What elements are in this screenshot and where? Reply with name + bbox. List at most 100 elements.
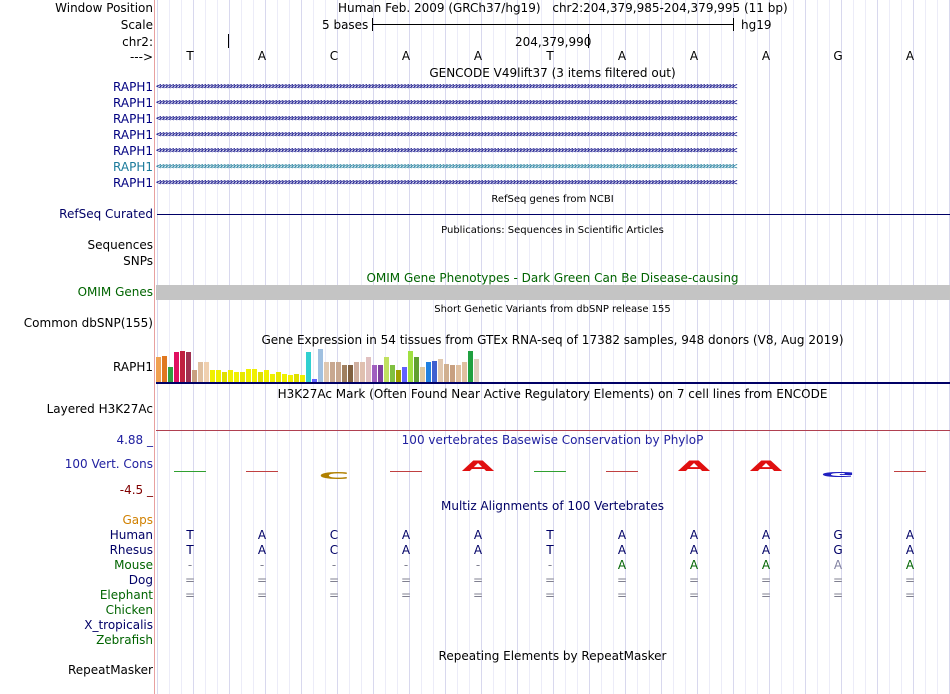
- multiz-species-label[interactable]: Mouse: [114, 558, 153, 572]
- multiz-species-label[interactable]: Chicken: [105, 603, 153, 617]
- gtex-tissue-bar[interactable]: [348, 365, 353, 382]
- refseq-label[interactable]: RefSeq Curated: [59, 207, 153, 221]
- omim-title[interactable]: OMIM Gene Phenotypes - Dark Green Can Be…: [366, 271, 739, 285]
- multiz-species-label[interactable]: Dog: [128, 573, 153, 587]
- gencode-transcript[interactable]: <<<<<<<<<<<<<<<<<<<<<<<<<<<<<<<<<<<<<<<<…: [156, 146, 738, 156]
- gtex-tissue-bar[interactable]: [252, 369, 257, 382]
- gencode-transcript[interactable]: <<<<<<<<<<<<<<<<<<<<<<<<<<<<<<<<<<<<<<<<…: [156, 82, 738, 92]
- gtex-tissue-bar[interactable]: [402, 367, 407, 382]
- repeatmasker-title[interactable]: Repeating Elements by RepeatMasker: [438, 649, 667, 663]
- cons-mark[interactable]: [894, 471, 926, 472]
- gtex-tissue-bar[interactable]: [312, 379, 317, 382]
- gtex-tissue-bar[interactable]: [426, 362, 431, 382]
- gtex-tissue-bar[interactable]: [384, 357, 389, 382]
- gtex-tissue-bar[interactable]: [210, 370, 215, 382]
- cons-title[interactable]: 100 vertebrates Basewise Conservation by…: [401, 433, 704, 447]
- gtex-tissue-bar[interactable]: [474, 359, 479, 382]
- sequences-label[interactable]: Sequences: [87, 238, 153, 252]
- cons-label[interactable]: 100 Vert. Cons: [64, 457, 153, 471]
- gtex-tissue-bar[interactable]: [444, 364, 449, 382]
- refseq-gene-line[interactable]: [157, 214, 950, 215]
- gtex-tissue-bar[interactable]: [366, 357, 371, 382]
- gtex-tissue-bar[interactable]: [360, 362, 365, 382]
- gencode-title[interactable]: GENCODE V49lift37 (3 items filtered out): [429, 66, 676, 80]
- h3k27ac-label[interactable]: Layered H3K27Ac: [46, 402, 153, 416]
- gtex-tissue-bar[interactable]: [156, 357, 161, 382]
- cons-mark[interactable]: [174, 471, 206, 472]
- gtex-tissue-bar[interactable]: [270, 374, 275, 382]
- gtex-tissue-bar[interactable]: [204, 362, 209, 382]
- multiz-species-label[interactable]: X_tropicalis: [84, 618, 153, 632]
- gtex-tissue-bar[interactable]: [162, 356, 167, 382]
- gtex-tissue-bar[interactable]: [288, 375, 293, 382]
- multiz-species-label[interactable]: Human: [109, 528, 153, 542]
- gtex-tissue-bar[interactable]: [462, 362, 467, 382]
- gtex-title[interactable]: Gene Expression in 54 tissues from GTEx …: [261, 333, 844, 347]
- position-text[interactable]: chr2:204,379,985-204,379,995 (11 bp): [552, 1, 788, 15]
- cons-logo-letter[interactable]: A: [750, 458, 783, 474]
- gtex-tissue-bar[interactable]: [198, 362, 203, 382]
- omim-gene-bar[interactable]: [156, 285, 950, 300]
- cons-mark[interactable]: [606, 471, 638, 472]
- cons-plot[interactable]: CA A A G: [155, 440, 950, 496]
- gtex-bars[interactable]: [156, 348, 950, 382]
- gtex-tissue-bar[interactable]: [372, 365, 377, 382]
- gencode-item-label[interactable]: RAPH1: [113, 96, 153, 110]
- cons-logo-letter[interactable]: C: [319, 469, 350, 480]
- gaps-label[interactable]: Gaps: [122, 513, 153, 527]
- dbsnp-label[interactable]: Common dbSNP(155): [23, 316, 153, 330]
- gencode-item-label[interactable]: RAPH1: [113, 128, 153, 142]
- cons-mark[interactable]: [534, 471, 566, 472]
- multiz-species-label[interactable]: Elephant: [99, 588, 153, 602]
- gtex-tissue-bar[interactable]: [378, 365, 383, 382]
- gtex-tissue-bar[interactable]: [282, 374, 287, 382]
- gencode-transcript[interactable]: <<<<<<<<<<<<<<<<<<<<<<<<<<<<<<<<<<<<<<<<…: [156, 178, 738, 188]
- gtex-tissue-bar[interactable]: [192, 370, 197, 382]
- gtex-tissue-bar[interactable]: [234, 372, 239, 382]
- gtex-tissue-bar[interactable]: [342, 365, 347, 382]
- snps-label[interactable]: SNPs: [123, 254, 153, 268]
- cons-logo-letter[interactable]: A: [462, 458, 495, 474]
- gtex-tissue-bar[interactable]: [432, 361, 437, 382]
- publications-title[interactable]: Publications: Sequences in Scientific Ar…: [441, 225, 664, 236]
- gencode-item-label[interactable]: RAPH1: [113, 160, 153, 174]
- gencode-item-label[interactable]: RAPH1: [113, 80, 153, 94]
- gencode-transcript[interactable]: <<<<<<<<<<<<<<<<<<<<<<<<<<<<<<<<<<<<<<<<…: [156, 114, 738, 124]
- gencode-transcript[interactable]: <<<<<<<<<<<<<<<<<<<<<<<<<<<<<<<<<<<<<<<<…: [156, 130, 738, 140]
- gtex-tissue-bar[interactable]: [228, 370, 233, 382]
- gtex-tissue-bar[interactable]: [390, 365, 395, 382]
- dbsnp-title[interactable]: Short Genetic Variants from dbSNP releas…: [434, 304, 671, 315]
- gtex-tissue-bar[interactable]: [168, 367, 173, 382]
- gencode-item-label[interactable]: RAPH1: [113, 176, 153, 190]
- cons-mark[interactable]: [246, 471, 278, 472]
- gtex-tissue-bar[interactable]: [408, 351, 413, 382]
- gtex-tissue-bar[interactable]: [294, 374, 299, 382]
- repeatmasker-label[interactable]: RepeatMasker: [67, 663, 153, 677]
- gtex-tissue-bar[interactable]: [180, 351, 185, 382]
- gtex-tissue-bar[interactable]: [306, 352, 311, 382]
- multiz-title[interactable]: Multiz Alignments of 100 Vertebrates: [440, 499, 665, 513]
- gencode-transcript[interactable]: <<<<<<<<<<<<<<<<<<<<<<<<<<<<<<<<<<<<<<<<…: [156, 162, 738, 172]
- gtex-tissue-bar[interactable]: [468, 351, 473, 382]
- gtex-tissue-bar[interactable]: [174, 352, 179, 382]
- gtex-tissue-bar[interactable]: [414, 357, 419, 382]
- gtex-tissue-bar[interactable]: [456, 365, 461, 382]
- multiz-species-label[interactable]: Zebrafish: [96, 633, 153, 647]
- cons-logo-letter[interactable]: G: [821, 470, 855, 478]
- gtex-tissue-bar[interactable]: [336, 362, 341, 382]
- h3k27ac-title[interactable]: H3K27Ac Mark (Often Found Near Active Re…: [277, 387, 828, 401]
- refseq-title[interactable]: RefSeq genes from NCBI: [491, 194, 614, 205]
- gtex-tissue-bar[interactable]: [264, 370, 269, 382]
- gtex-tissue-bar[interactable]: [318, 349, 323, 382]
- cons-mark[interactable]: [390, 471, 422, 472]
- gtex-tissue-bar[interactable]: [222, 372, 227, 382]
- gtex-tissue-bar[interactable]: [438, 359, 443, 382]
- gtex-tissue-bar[interactable]: [240, 372, 245, 382]
- gencode-transcript[interactable]: <<<<<<<<<<<<<<<<<<<<<<<<<<<<<<<<<<<<<<<<…: [156, 98, 738, 108]
- gtex-tissue-bar[interactable]: [324, 362, 329, 382]
- gtex-label[interactable]: RAPH1: [113, 360, 153, 374]
- cons-logo-letter[interactable]: A: [678, 458, 711, 474]
- gtex-tissue-bar[interactable]: [216, 370, 221, 382]
- gtex-tissue-bar[interactable]: [276, 372, 281, 382]
- gtex-tissue-bar[interactable]: [300, 375, 305, 382]
